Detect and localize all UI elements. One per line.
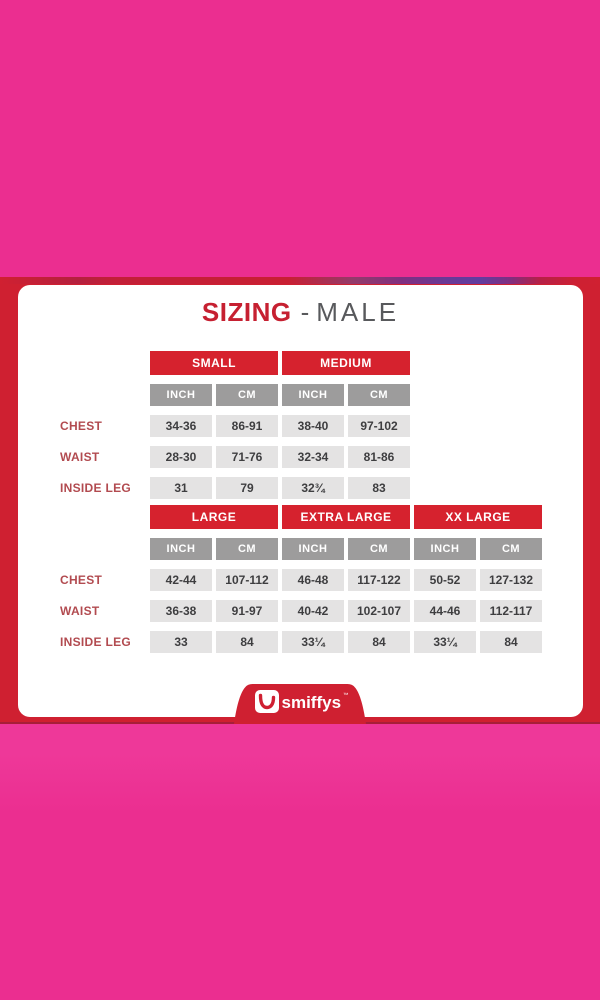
measurement-value-cell: 107-112	[216, 569, 278, 591]
measurement-value-cell: 112-117	[480, 600, 542, 622]
measurement-value-cell: 32-34	[282, 446, 344, 468]
unit-spacer	[60, 538, 146, 560]
measurement-value-cell: 84	[216, 631, 278, 653]
size-group-header: SMALL	[150, 351, 278, 375]
measurement-value-cell: 33¼	[414, 631, 476, 653]
measurement-value-cell: 102-107	[348, 600, 410, 622]
measurement-value-cell: 28-30	[150, 446, 212, 468]
sizing-card: SIZING - MALE SMALL MEDIUM INCH CM INCH CM CHEST…	[18, 285, 583, 717]
page-title: SIZING - MALE	[18, 299, 583, 326]
band-texture-strip	[0, 277, 600, 284]
measurement-value-cell: 42-44	[150, 569, 212, 591]
measurement-value-cell: 97-102	[348, 415, 410, 437]
size-group-header: MEDIUM	[282, 351, 410, 375]
measurement-value-cell: 117-122	[348, 569, 410, 591]
measurement-value-cell: 40-42	[282, 600, 344, 622]
measurement-value-cell: 84	[348, 631, 410, 653]
measurement-value-cell: 84	[480, 631, 542, 653]
smiffys-wordmark: smiffys	[282, 693, 342, 712]
measurement-row-label: CHEST	[60, 419, 103, 433]
unit-header: CM	[348, 384, 410, 406]
measurement-row-label: INSIDE LEG	[60, 481, 132, 495]
smiffys-logo-tab: smiffys ™	[234, 684, 366, 724]
unit-header: INCH	[282, 384, 344, 406]
size-group-header: XX LARGE	[414, 505, 542, 529]
bottom-pink-background	[0, 724, 600, 1000]
title-category: MALE	[316, 297, 400, 327]
size-group-header: EXTRA LARGE	[282, 505, 410, 529]
measurement-value-cell: 33	[150, 631, 212, 653]
unit-spacer	[60, 384, 146, 406]
measurement-row-label: WAIST	[60, 604, 100, 618]
measurement-value-cell: 33¼	[282, 631, 344, 653]
smile-icon	[258, 693, 276, 710]
logo-box	[255, 690, 279, 713]
measurement-value-cell: 31	[150, 477, 212, 499]
smiffys-tab-graphic: smiffys ™	[234, 684, 366, 724]
measurement-value-cell: 83	[348, 477, 410, 499]
measurement-row-label: WAIST	[60, 450, 100, 464]
measurement-value-cell: 44-46	[414, 600, 476, 622]
size-group-header: LARGE	[150, 505, 278, 529]
title-brand-word: SIZING	[201, 297, 292, 327]
measurement-value-cell: 46-48	[282, 569, 344, 591]
measurement-value-cell: 79	[216, 477, 278, 499]
sizing-table-large-xlarge-xxlarge: LARGE EXTRA LARGE XX LARGE INCH CM INCH CM INCH…	[60, 505, 542, 653]
unit-header: INCH	[282, 538, 344, 560]
trademark-symbol: ™	[343, 693, 349, 699]
measurement-value-cell: 50-52	[414, 569, 476, 591]
measurement-value-cell: 127-132	[480, 569, 542, 591]
unit-header: CM	[216, 384, 278, 406]
measurement-value-cell: 32¾	[282, 477, 344, 499]
measurement-value-cell: 71-76	[216, 446, 278, 468]
measurement-value-cell: 36-38	[150, 600, 212, 622]
title-separator: -	[300, 297, 310, 327]
measurement-value-cell: 91-97	[216, 600, 278, 622]
header-spacer	[60, 505, 146, 529]
measurement-value-cell: 34-36	[150, 415, 212, 437]
unit-header: INCH	[150, 384, 212, 406]
measurement-value-cell: 81-86	[348, 446, 410, 468]
measurement-row-label: CHEST	[60, 573, 103, 587]
measurement-value-cell: 38-40	[282, 415, 344, 437]
sizing-table-small-medium: SMALL MEDIUM INCH CM INCH CM CHEST 34-36 86-91 38…	[60, 351, 410, 499]
measurement-value-cell: 86-91	[216, 415, 278, 437]
unit-header: INCH	[150, 538, 212, 560]
header-spacer	[60, 351, 146, 375]
unit-header: CM	[348, 538, 410, 560]
unit-header: CM	[480, 538, 542, 560]
unit-header: INCH	[414, 538, 476, 560]
unit-header: CM	[216, 538, 278, 560]
measurement-row-label: INSIDE LEG	[60, 635, 132, 649]
